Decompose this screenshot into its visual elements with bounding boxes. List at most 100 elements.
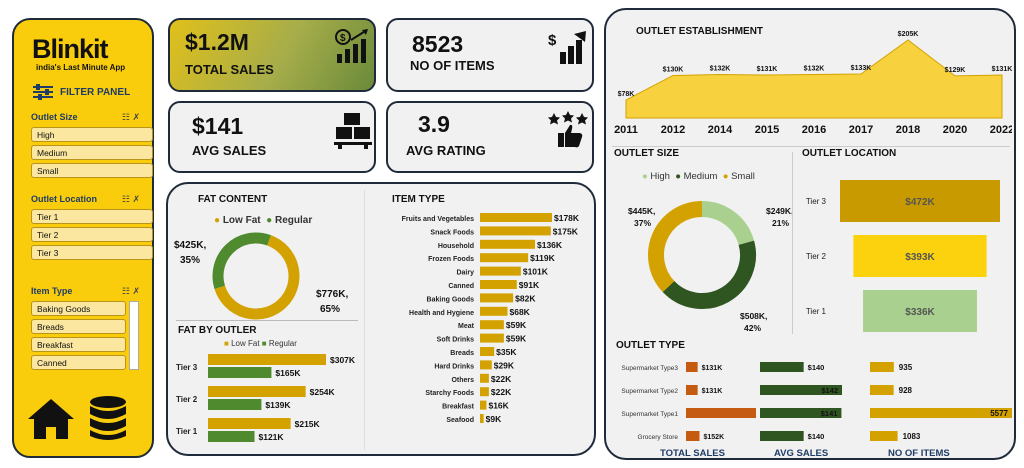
growth-chart-icon: $: [548, 31, 586, 64]
items-value: 1083: [903, 432, 921, 441]
slicer-item-breads[interactable]: Breads: [31, 319, 126, 334]
establishment-year: 2012: [661, 124, 685, 134]
items-bar: [870, 408, 1012, 418]
divider: [176, 320, 358, 321]
money-growth-icon: $: [335, 29, 368, 63]
establishment-year: 2015: [755, 124, 779, 134]
avg-sales-value: $141: [192, 113, 244, 139]
item-type-bar: [480, 373, 489, 383]
location-value: $336K: [905, 307, 935, 318]
location-tier-label: Tier 3: [806, 197, 827, 206]
boxes-icon: [334, 113, 372, 149]
avg-rating-value: 3.9: [418, 111, 450, 137]
fat-content-donut: [212, 232, 300, 320]
outlet-type-column-header: AVG SALES: [774, 448, 828, 458]
medium-value: $508K,: [740, 311, 768, 321]
item-type-value: $68K: [510, 307, 531, 317]
slicer-item-tier3[interactable]: Tier 3: [31, 245, 153, 260]
establishment-year: 2016: [802, 124, 826, 134]
items-value: 935: [899, 363, 913, 372]
outlet-size-title: OUTLET SIZE: [614, 148, 679, 159]
slicer-outlet-size-title: Outlet Size: [31, 112, 78, 122]
fat-outlet-tier-label: Tier 3: [176, 363, 198, 372]
outlet-location-chart: Tier 3 $472K Tier 2 $393K Tier 1 $336K: [806, 180, 1000, 332]
avg-sales-value: $141: [821, 409, 838, 418]
item-type-bar: [480, 400, 487, 410]
filter-panel-label: FILTER PANEL: [60, 86, 131, 98]
slicer-outlet-location-title: Outlet Location: [31, 194, 97, 204]
slicer-clear-icon[interactable]: ☷ ✗: [121, 194, 140, 204]
outlet-type-column-header: NO OF ITEMS: [888, 448, 950, 458]
slicer-item-small[interactable]: Small: [31, 163, 153, 178]
item-type-label: Breakfast: [442, 404, 475, 411]
item-type-value: $22K: [491, 387, 512, 397]
brand-logo: Blinkit: [32, 34, 109, 64]
item-type-bar: [480, 280, 517, 289]
slicer-item-canned[interactable]: Canned: [31, 355, 126, 370]
item-type-bar: [480, 293, 514, 303]
avg-sales-bar: [760, 431, 804, 441]
medium-percent: 42%: [744, 323, 762, 333]
regular-percent: 35%: [180, 255, 201, 266]
item-type-value: $82K: [515, 293, 536, 303]
item-type-value: $9K: [486, 414, 502, 424]
bar-low-fat-label: $254K: [310, 387, 336, 397]
total-sales-bar: [686, 408, 756, 418]
divider: [364, 190, 365, 450]
item-type-bar: [480, 306, 508, 316]
slicer-item-baking[interactable]: Baking Goods: [31, 301, 126, 316]
item-type-title: ITEM TYPE: [392, 194, 445, 205]
outlet-type-label: Supermarket Type3: [621, 365, 678, 372]
slicer-item-breakfast[interactable]: Breakfast: [31, 337, 126, 352]
establishment-year: 2018: [896, 124, 920, 134]
establishment-year: 2011: [614, 124, 638, 134]
bar-low-fat-label: $307K: [330, 355, 356, 365]
item-type-chart: Fruits and Vegetables $178K Snack Foods $17…: [402, 213, 580, 424]
item-type-label: Meat: [458, 323, 475, 330]
svg-text:$: $: [548, 32, 557, 49]
slicer-item-medium[interactable]: Medium: [31, 145, 153, 160]
avg-sales-bar: [760, 385, 842, 395]
slicer-item-tier2[interactable]: Tier 2: [31, 227, 153, 242]
item-type-label: Household: [438, 243, 474, 250]
item-type-label: Canned: [448, 283, 474, 290]
content-panel: FAT CONTENT ● Low Fat ● Regular $425K, 3…: [166, 182, 596, 456]
slicer-item-tier1[interactable]: Tier 1: [31, 209, 153, 224]
establishment-year: 2020: [943, 124, 967, 134]
location-tier-label: Tier 2: [806, 252, 827, 261]
item-type-label: Soft Drinks: [437, 337, 474, 344]
donut-slice-small: [648, 201, 703, 293]
slicer-item-high[interactable]: High: [31, 127, 153, 142]
establishment-chart: $78K 2011 $130K 2012 $132K 2014 $131K 2015 $132K…: [614, 31, 1012, 134]
total-sales-label: TOTAL SALES: [185, 62, 274, 77]
item-type-label: Frozen Foods: [428, 256, 474, 263]
item-type-value: $16K: [488, 401, 509, 411]
item-type-label: Hard Drinks: [434, 363, 474, 370]
item-type-bar: [480, 387, 489, 397]
establishment-value: $131K: [757, 66, 778, 73]
slicer-clear-icon[interactable]: ☷ ✗: [121, 286, 140, 296]
location-bar: [853, 235, 987, 277]
legend-low-fat: Low Fat: [222, 215, 261, 226]
bar-regular: [208, 367, 272, 378]
sliders-icon: [33, 84, 53, 100]
item-type-label: Others: [451, 377, 474, 384]
slicer-scrollbar[interactable]: [129, 301, 139, 370]
bar-low-fat: [208, 418, 291, 429]
legend-medium: Medium: [683, 171, 718, 182]
bar-regular-label: $139K: [265, 400, 291, 410]
item-type-label: Health and Hygiene: [409, 310, 474, 317]
database-icon[interactable]: [88, 396, 128, 442]
item-type-value: $35K: [496, 347, 517, 357]
establishment-year: 2022: [990, 124, 1012, 134]
item-type-value: $22K: [491, 374, 512, 384]
slicer-clear-icon[interactable]: ☷ ✗: [121, 112, 140, 122]
home-icon[interactable]: [26, 397, 76, 441]
item-type-value: $91K: [519, 280, 540, 290]
avg-sales-value: $140: [808, 363, 825, 372]
location-tier-label: Tier 1: [806, 307, 827, 316]
svg-text:$: $: [340, 33, 346, 44]
establishment-value: $129K: [945, 67, 966, 74]
total-sales-bar: [686, 385, 698, 395]
legend-regular-2: Regular: [268, 339, 297, 348]
